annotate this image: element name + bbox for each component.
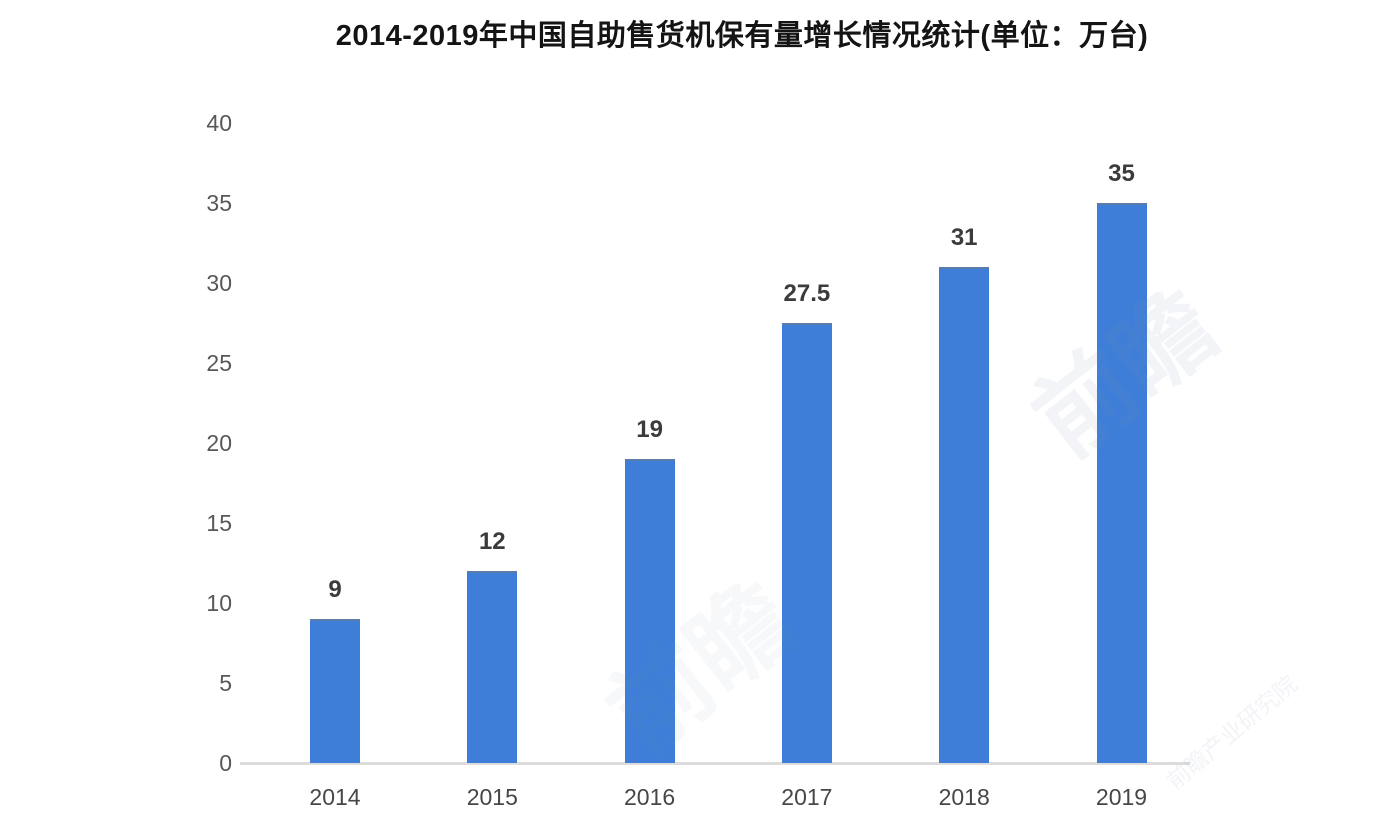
x-tick-label: 2014	[309, 784, 361, 810]
bar	[781, 323, 832, 763]
y-tick-label: 35	[206, 190, 232, 216]
x-axis-line	[240, 762, 1190, 765]
bar-value-label: 12	[478, 528, 506, 555]
bar	[467, 571, 518, 763]
bar	[939, 267, 990, 763]
x-tick-label: 2015	[466, 784, 518, 810]
x-tick-label: 2017	[781, 784, 833, 810]
bar	[310, 619, 360, 763]
x-tick-label: 2016	[624, 784, 676, 810]
bar-value-label: 19	[636, 416, 663, 443]
bar	[1096, 203, 1147, 763]
watermark-bottom-right: 前瞻产业研究院	[1161, 670, 1302, 795]
x-tick-label: 2019	[1095, 784, 1148, 810]
chart-title: 2014-2019年中国自助售货机保有量增长情况统计(单位：万台)	[335, 20, 1149, 52]
y-tick-label: 40	[206, 110, 232, 136]
y-tick-label: 25	[206, 350, 232, 376]
bar-value-label: 31	[950, 224, 978, 251]
y-tick-label: 30	[206, 270, 232, 296]
y-tick-label: 5	[219, 670, 232, 696]
bar-value-label: 35	[1108, 160, 1135, 187]
bar-value-label: 27.5	[783, 280, 831, 307]
bar-value-label: 9	[328, 576, 342, 603]
y-tick-label: 0	[219, 750, 232, 776]
bar	[624, 459, 675, 763]
y-tick-label: 15	[206, 510, 232, 536]
y-tick-label: 20	[206, 430, 232, 456]
y-tick-label: 10	[206, 590, 232, 616]
x-tick-label: 2018	[938, 784, 990, 810]
